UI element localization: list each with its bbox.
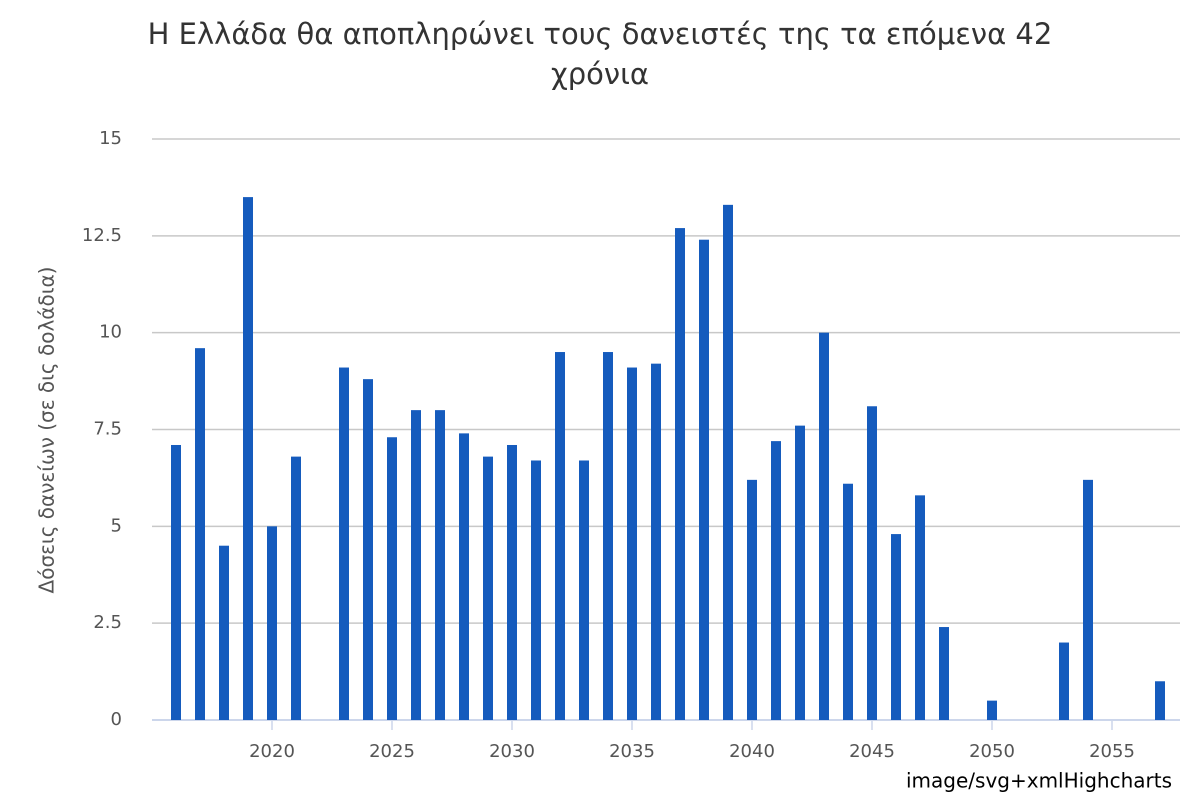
bar (459, 433, 469, 720)
y-tick-label: 5 (111, 515, 122, 536)
chart-title: Η Ελλάδα θα αποπληρώνει τους δανειστές τ… (147, 17, 1053, 91)
bar (627, 367, 637, 720)
bar (891, 534, 901, 720)
bar (651, 363, 661, 720)
bar (1155, 681, 1165, 720)
x-tick-label: 2040 (729, 741, 775, 762)
bar (747, 479, 757, 720)
bar (723, 204, 733, 720)
bar (219, 545, 229, 720)
bar (795, 425, 805, 720)
x-tick-label: 2035 (609, 741, 655, 762)
y-tick-label: 15 (99, 128, 122, 149)
y-axis-label: Δόσεις δανείων (σε δις δολάδια) (35, 267, 59, 594)
credits: image/svg+xmlHighcharts (906, 769, 1172, 793)
bar (411, 410, 421, 720)
bar (507, 444, 517, 720)
y-tick-label: 0 (111, 709, 122, 730)
bar (915, 495, 925, 720)
bar (987, 700, 997, 720)
bar (555, 352, 565, 720)
x-tick-label: 2030 (489, 741, 535, 762)
x-tick-label: 2025 (369, 741, 415, 762)
bar (291, 456, 301, 720)
x-tick-label: 2055 (1089, 741, 1135, 762)
bar (867, 406, 877, 720)
bar (363, 379, 373, 720)
x-tick-label: 2020 (249, 741, 295, 762)
y-tick-label: 12.5 (82, 225, 122, 246)
y-tick-label: 2.5 (93, 612, 122, 633)
y-tick-label: 10 (99, 322, 122, 343)
bar (675, 228, 685, 720)
bar (243, 197, 253, 721)
bar (1083, 479, 1093, 720)
bar (531, 460, 541, 720)
bar (771, 441, 781, 720)
bar (171, 444, 181, 720)
bar (819, 332, 829, 720)
bar (1059, 642, 1069, 720)
bar (939, 627, 949, 720)
bar (339, 367, 349, 720)
bar (195, 348, 205, 720)
bar (267, 526, 277, 720)
bar (435, 410, 445, 720)
y-tick-label: 7.5 (93, 419, 122, 440)
bar (699, 239, 709, 720)
bar (387, 437, 397, 720)
x-tick-label: 2045 (849, 741, 895, 762)
bar (843, 483, 853, 720)
bar (603, 352, 613, 720)
x-tick-label: 2050 (969, 741, 1015, 762)
bar (579, 460, 589, 720)
bar (483, 456, 493, 720)
